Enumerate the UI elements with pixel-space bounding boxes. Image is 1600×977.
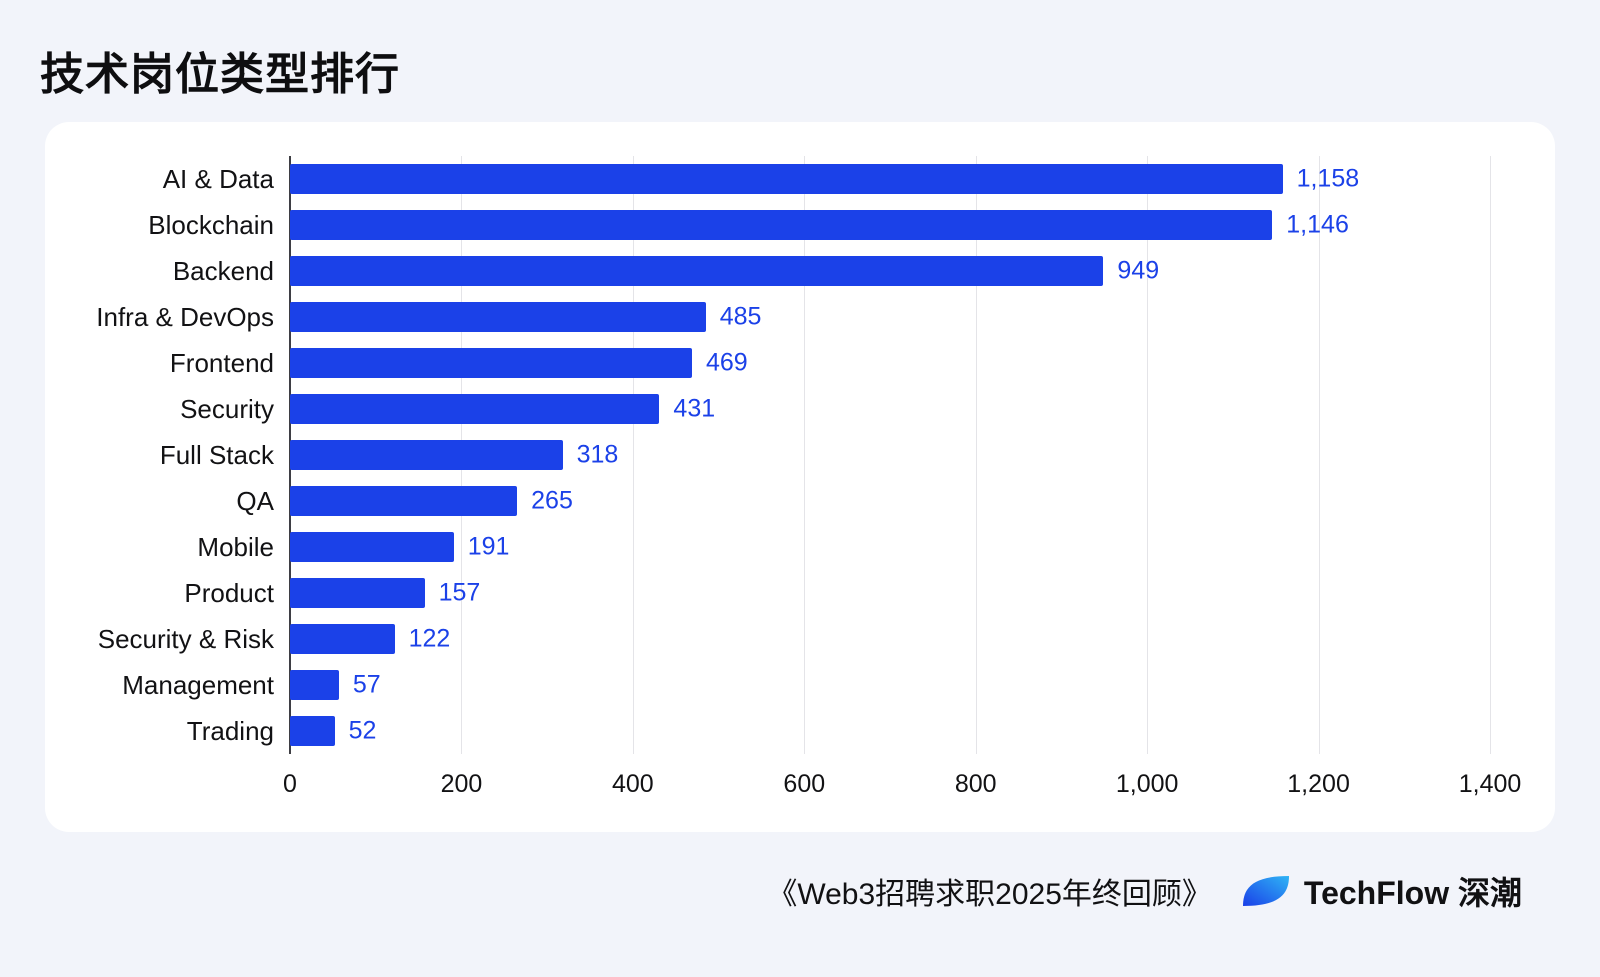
bar-track: 265 (290, 478, 1490, 524)
bar-row: Product 157 (45, 570, 1490, 616)
bar-value-label: 318 (576, 440, 619, 469)
bar-row: Frontend 469 (45, 340, 1490, 386)
bar (290, 532, 454, 562)
category-label: Backend (172, 255, 274, 286)
bar (290, 302, 706, 332)
bar (290, 624, 395, 654)
category-label: Security & Risk (97, 623, 274, 654)
x-tick-label: 400 (611, 770, 654, 798)
bar-value-label: 157 (438, 578, 481, 607)
bar-track: 157 (290, 570, 1490, 616)
bar-row: Security & Risk 122 (45, 616, 1490, 662)
bar-track: 57 (290, 662, 1490, 708)
bar-value-label: 469 (706, 348, 748, 377)
bar-chart: AI & Data 1,158 Blockchain 1,146 Backend 949 I… (45, 156, 1521, 806)
techflow-logo-icon (1240, 873, 1292, 909)
category-label: Trading (186, 715, 274, 746)
bar-row: QA 265 (45, 478, 1490, 524)
source-text: 《Web3招聘求职2025年终回顾》 (767, 878, 1212, 911)
category-label: QA (236, 485, 274, 516)
category-label: Mobile (197, 531, 274, 562)
bar-value-label: 1,158 (1296, 164, 1360, 193)
category-label: Product (184, 577, 274, 608)
bar-track: 191 (290, 524, 1490, 570)
bar-row: Backend 949 (45, 248, 1490, 294)
x-tick-label: 600 (783, 770, 826, 798)
brand: TechFlow 深潮 (1240, 868, 1522, 914)
category-label: Security (180, 393, 274, 424)
bar-value-label: 485 (719, 302, 762, 331)
gridline (804, 156, 806, 754)
page-title: 技术岗位类型排行 (40, 50, 400, 99)
bar (290, 670, 339, 700)
bar-row: Mobile 191 (45, 524, 1490, 570)
gridline (1318, 156, 1320, 754)
x-tick-label: 200 (440, 770, 483, 798)
category-label: AI & Data (162, 163, 274, 194)
bar (290, 210, 1273, 240)
bar-value-label: 949 (1117, 256, 1160, 285)
bar-value-label: 122 (408, 624, 451, 653)
bar (290, 164, 1283, 194)
category-label: Full Stack (159, 439, 274, 470)
x-tick-label: 800 (954, 770, 997, 798)
gridline (1490, 156, 1491, 754)
gridline (632, 156, 634, 754)
bar-row: Infra & DevOps 485 (45, 294, 1490, 340)
bar-row: Management 57 (45, 662, 1490, 708)
category-label: Management (122, 669, 274, 700)
x-tick-label: 0 (283, 770, 297, 798)
bar-row: Trading 52 (45, 708, 1490, 754)
bar-track: 1,158 (290, 156, 1490, 202)
bar-track: 122 (290, 616, 1490, 662)
bar (290, 348, 692, 378)
bar-track: 485 (290, 294, 1490, 340)
bar (290, 716, 335, 746)
chart-card: AI & Data 1,158 Blockchain 1,146 Backend 949 I… (45, 122, 1555, 832)
bar (290, 256, 1104, 286)
bar (290, 440, 563, 470)
brand-name: TechFlow 深潮 (1303, 875, 1522, 911)
bar-value-label: 1,146 (1286, 210, 1349, 239)
bar-track: 318 (290, 432, 1490, 478)
bar (290, 578, 425, 608)
x-tick-label: 1,000 (1115, 770, 1179, 798)
bar-row: Blockchain 1,146 (45, 202, 1490, 248)
bar-track: 1,146 (290, 202, 1490, 248)
category-label: Frontend (169, 347, 274, 378)
category-label: Infra & DevOps (96, 301, 274, 332)
bar-value-label: 191 (467, 532, 510, 561)
x-axis: 0 200 400 600 800 1,000 1,200 1,400 (283, 754, 1521, 806)
bar-track: 469 (290, 340, 1490, 386)
bar-row: Security 431 (45, 386, 1490, 432)
bar-track: 431 (290, 386, 1490, 432)
gridline (1147, 156, 1149, 754)
bar-value-label: 57 (352, 670, 381, 699)
bar (290, 486, 518, 516)
bar-rows: AI & Data 1,158 Blockchain 1,146 Backend 949 I… (45, 156, 1490, 754)
bar-value-label: 265 (531, 486, 573, 515)
x-tick-label: 1,200 (1287, 770, 1350, 798)
bar-track: 949 (290, 248, 1490, 294)
category-label: Blockchain (148, 209, 274, 240)
bar-row: Full Stack 318 (45, 432, 1490, 478)
bar (290, 394, 660, 424)
bar-row: AI & Data 1,158 (45, 156, 1490, 202)
bar-value-label: 52 (348, 716, 377, 745)
footer: 《Web3招聘求职2025年终回顾》 TechFlow 深潮 (767, 868, 1522, 914)
gridline (975, 156, 977, 754)
x-tick-label: 1,400 (1458, 770, 1522, 798)
bar-value-label: 431 (673, 394, 716, 423)
bar-track: 52 (290, 708, 1490, 754)
